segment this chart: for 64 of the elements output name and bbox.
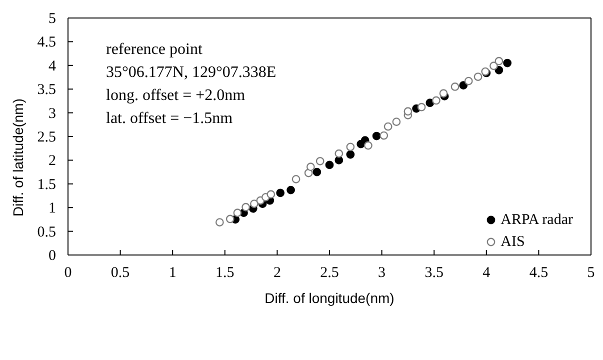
annotation: lat. offset = −1.5nm xyxy=(106,109,234,129)
point xyxy=(334,149,344,158)
y-tick-label: 4.5 xyxy=(37,34,56,51)
x-tick-label: 2.5 xyxy=(320,265,339,281)
y-tick-label: 2.5 xyxy=(37,130,56,146)
point xyxy=(226,214,234,224)
y-tick-label: 1.5 xyxy=(37,176,56,193)
point xyxy=(306,162,315,172)
point xyxy=(380,131,388,140)
x-tick-label: 0.5 xyxy=(110,265,130,281)
point xyxy=(439,89,448,98)
x-tick-label: 5 xyxy=(587,265,595,281)
point xyxy=(503,58,512,68)
x-tick-label: 1.5 xyxy=(216,265,234,281)
point xyxy=(346,142,355,152)
point xyxy=(392,118,401,126)
y-tick-label: 1 xyxy=(48,200,56,217)
point xyxy=(450,82,460,91)
y-tick-label: 3 xyxy=(48,106,56,122)
point xyxy=(250,200,258,208)
y-tick-label: 4 xyxy=(48,58,56,74)
y-tick-label: 2 xyxy=(48,153,56,170)
point xyxy=(334,156,344,164)
point xyxy=(286,186,295,194)
x-tick-label: 3.5 xyxy=(424,265,444,281)
point xyxy=(215,218,224,226)
y-tick-label: 5 xyxy=(48,11,56,27)
point xyxy=(316,156,324,166)
point xyxy=(490,62,498,70)
point xyxy=(372,132,381,140)
point xyxy=(292,174,300,184)
point xyxy=(312,168,322,176)
point xyxy=(276,188,285,198)
x-axis-title: Diff. of longitude(nm) xyxy=(264,290,394,306)
annotation: 35°06.177N, 129°07.338E xyxy=(106,63,276,83)
point xyxy=(474,72,482,81)
y-axis-title: Diff. of latitude(nm) xyxy=(10,98,26,216)
point xyxy=(384,122,392,131)
point xyxy=(242,202,250,212)
point xyxy=(494,66,504,74)
annotation: reference point xyxy=(106,40,204,60)
annotation: long. offset = +2.0nm xyxy=(106,86,246,106)
x-tick-label: 3 xyxy=(378,265,386,281)
point xyxy=(233,208,242,218)
point xyxy=(464,76,473,86)
legend-label: ARPA radar xyxy=(500,211,573,230)
point xyxy=(494,56,504,66)
point xyxy=(346,150,355,159)
x-tick-label: 4.5 xyxy=(529,265,548,281)
y-tick-label: 3.5 xyxy=(37,82,56,98)
point xyxy=(404,107,412,116)
x-tick-label: 2 xyxy=(273,265,281,281)
legend-label: AIS xyxy=(500,233,525,252)
y-tick-label: 0.5 xyxy=(37,224,56,240)
point xyxy=(364,141,372,150)
point xyxy=(266,190,276,199)
point xyxy=(432,96,440,105)
point xyxy=(325,160,334,170)
x-tick-label: 0 xyxy=(64,265,72,281)
x-tick-label: 1 xyxy=(168,265,176,281)
x-tick-label: 4 xyxy=(482,265,491,281)
point xyxy=(417,102,426,112)
y-tick-label: 0 xyxy=(48,248,56,264)
point xyxy=(459,81,468,90)
